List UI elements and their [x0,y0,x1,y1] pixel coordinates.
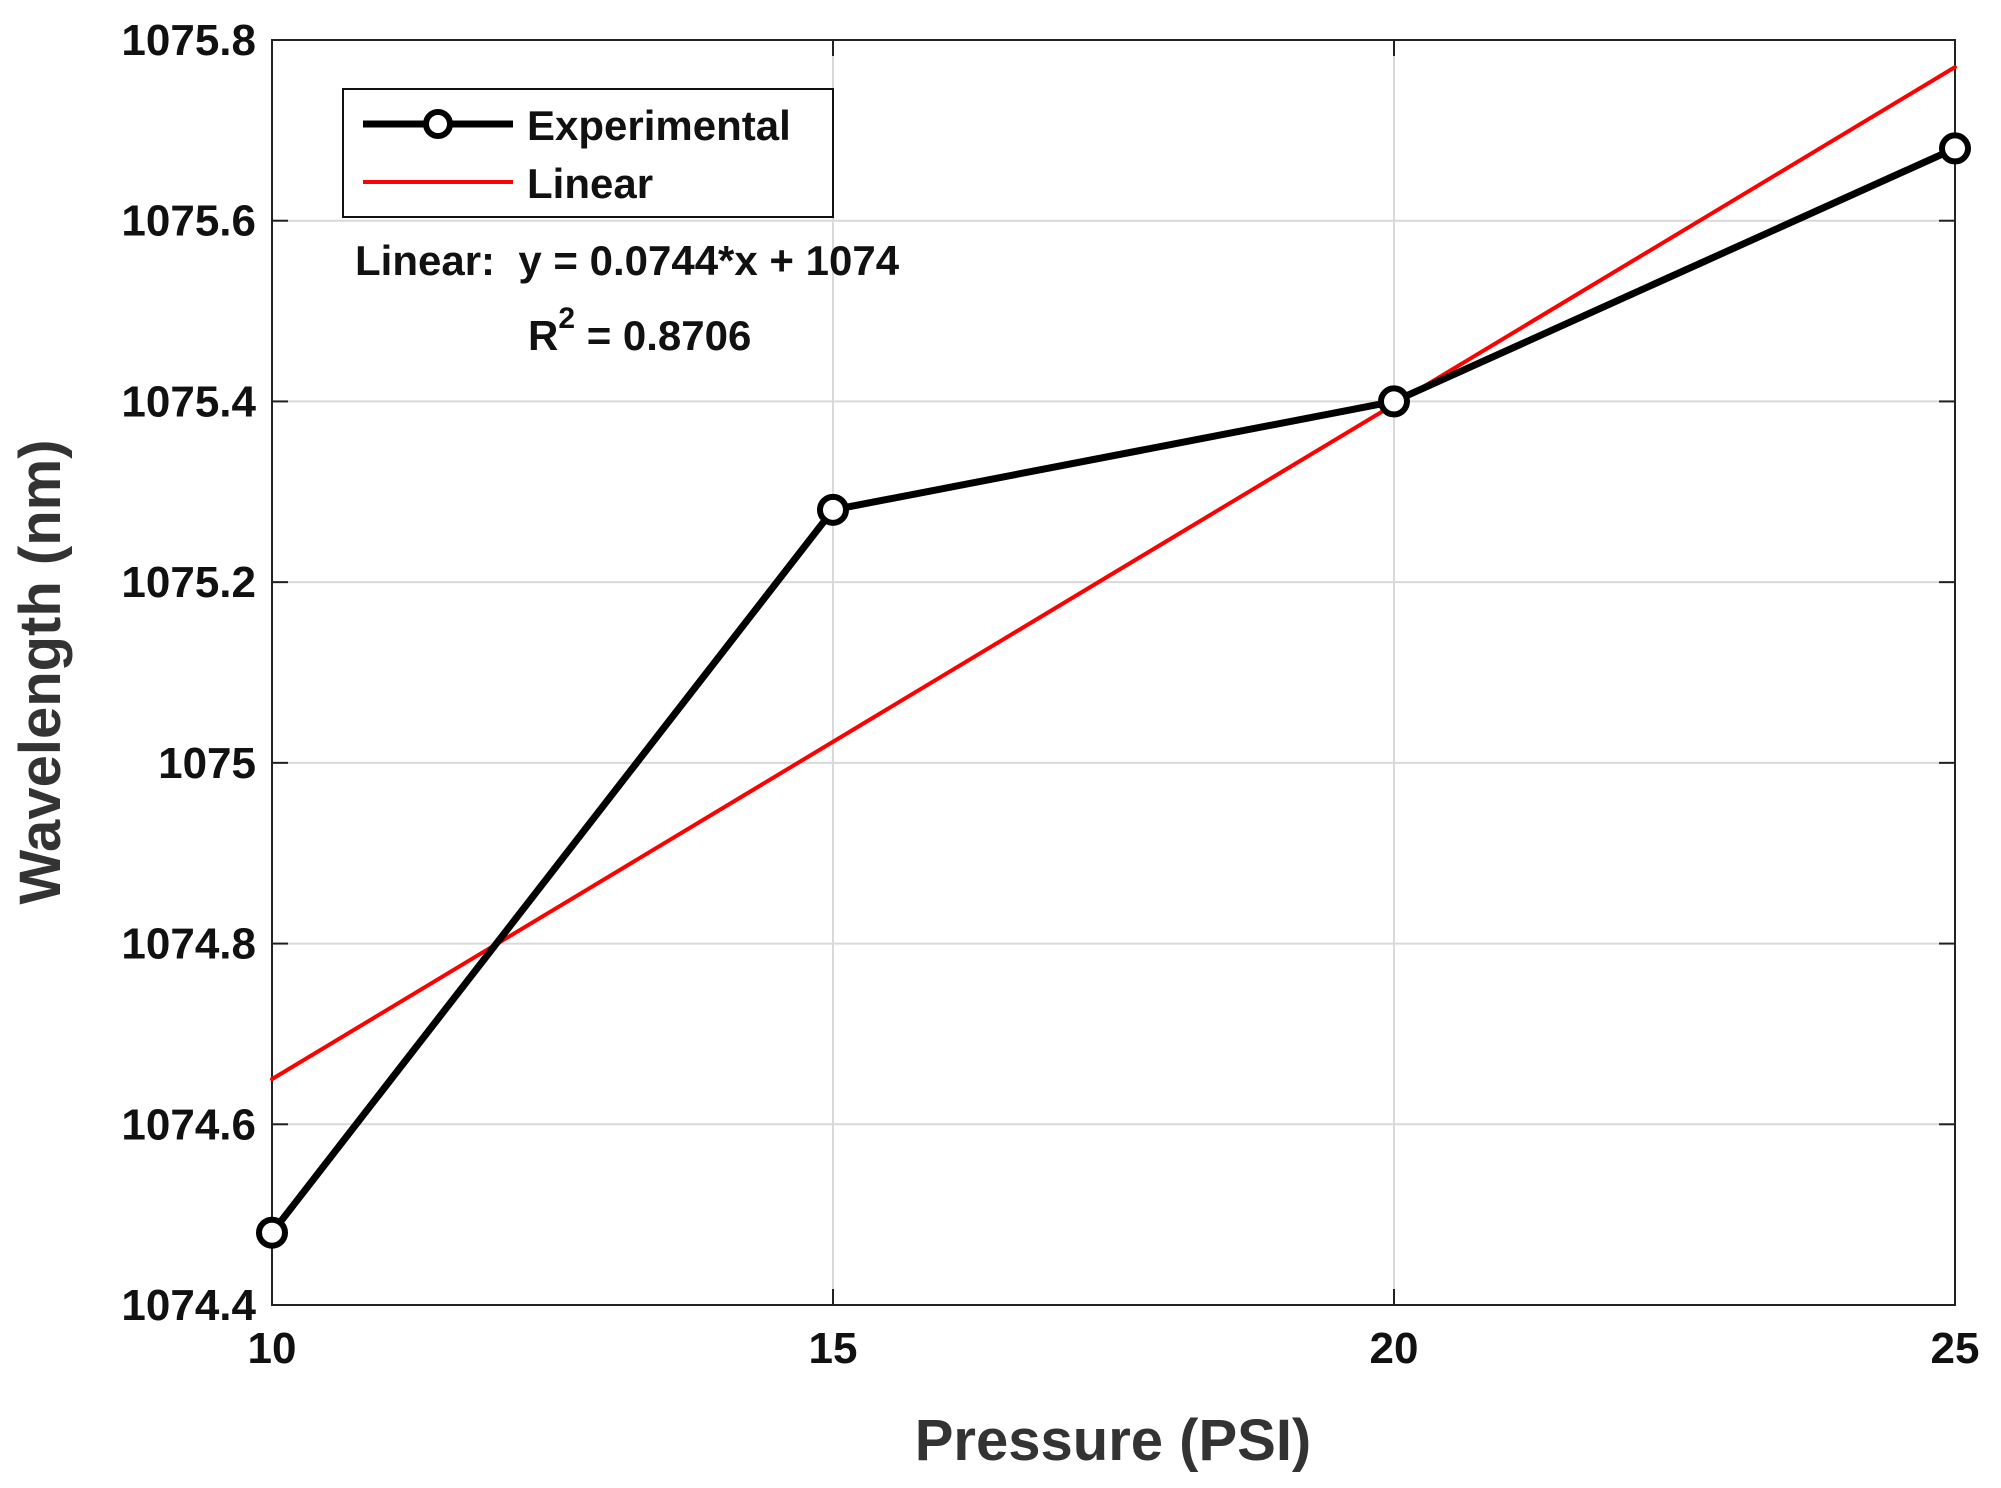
y-tick-label: 1075.6 [121,197,256,246]
x-tick-label: 25 [1931,1324,1980,1373]
y-tick-label: 1075 [158,739,256,788]
y-tick-label: 1074.6 [121,1100,256,1149]
data-point-experimental [1939,132,1971,165]
x-axis-title: Pressure (PSI) [915,1408,1312,1473]
r-squared-value: = 0.8706 [575,312,751,359]
data-point-experimental [817,493,849,526]
equation-annotation: Linear: y = 0.0744*x + 1074 [355,237,900,284]
y-axis-title: Wavelength (nm) [8,439,73,904]
y-tick-label: 1075.8 [121,16,256,65]
r-squared-prefix: R [528,312,558,359]
x-tick-label: 20 [1370,1324,1419,1373]
series-line-linear [270,65,1957,1082]
y-tick-label: 1075.4 [121,377,256,426]
x-tick-label: 10 [248,1324,297,1373]
legend-box [342,88,834,218]
series-line-experimental [268,144,1959,1237]
y-tick-labels: 1074.4 1074.6 1074.8 1075 1075.2 1075.4 1075.6… [121,16,256,1330]
x-tick-label: 15 [809,1324,858,1373]
tick-marks [271,39,1956,1306]
x-tick-labels: 10 15 20 25 [248,1324,1980,1373]
y-tick-label: 1075.2 [121,558,256,607]
plot-frame [271,39,1956,1306]
legend-marker-experimental [423,109,453,139]
data-point-experimental [256,1216,288,1249]
series-layer [256,65,1971,1249]
legend-label-linear: Linear [527,160,653,207]
legend-label-experimental: Experimental [527,102,791,149]
y-tick-label: 1074.4 [121,1281,256,1330]
r-squared-superscript: 2 [558,302,575,335]
legend: Experimental Linear [342,88,834,218]
y-tick-label: 1074.8 [121,920,256,969]
plot-background [272,40,1955,1305]
data-point-experimental [1378,385,1410,418]
r-squared-annotation: R2 = 0.8706 [528,302,751,359]
